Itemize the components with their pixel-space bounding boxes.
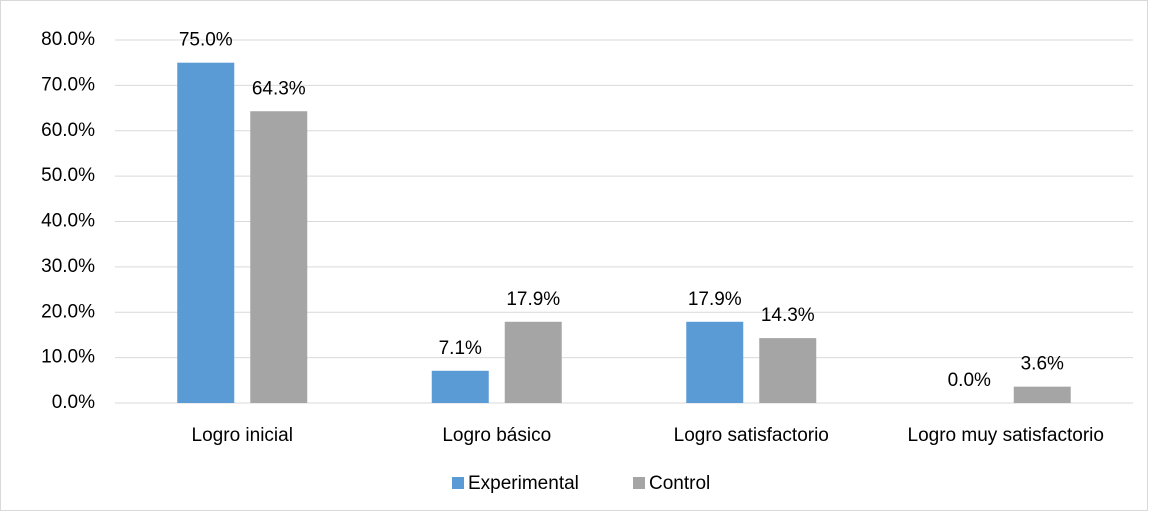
legend-swatch bbox=[452, 477, 464, 489]
y-tick-label: 60.0% bbox=[41, 120, 95, 141]
y-tick-label: 70.0% bbox=[41, 74, 95, 95]
data-label: 17.9% bbox=[506, 289, 560, 310]
x-tick-label: Logro satisfactorio bbox=[674, 425, 829, 446]
y-tick-label: 40.0% bbox=[41, 211, 95, 232]
data-label: 64.3% bbox=[252, 78, 306, 99]
y-tick-label: 20.0% bbox=[41, 301, 95, 322]
bar bbox=[759, 338, 817, 403]
data-label: 17.9% bbox=[688, 289, 742, 310]
y-tick-label: 30.0% bbox=[41, 256, 95, 277]
y-tick-label: 0.0% bbox=[52, 392, 95, 413]
bar bbox=[1013, 386, 1071, 403]
legend-label: Control bbox=[649, 473, 710, 494]
bar bbox=[177, 62, 235, 403]
legend-swatch bbox=[633, 477, 645, 489]
legend-label: Experimental bbox=[468, 473, 579, 494]
data-label: 14.3% bbox=[761, 305, 815, 326]
x-tick-label: Logro muy satisfactorio bbox=[908, 425, 1104, 446]
data-label: 7.1% bbox=[439, 338, 482, 359]
bar bbox=[686, 321, 744, 403]
data-label: 0.0% bbox=[948, 370, 991, 391]
y-tick-label: 10.0% bbox=[41, 347, 95, 368]
data-label: 75.0% bbox=[179, 30, 233, 51]
y-tick-label: 80.0% bbox=[41, 29, 95, 50]
x-tick-label: Logro inicial bbox=[192, 425, 293, 446]
bar bbox=[431, 370, 489, 403]
bar bbox=[250, 111, 308, 404]
data-label: 3.6% bbox=[1021, 354, 1064, 375]
x-tick-label: Logro básico bbox=[442, 425, 551, 446]
y-tick-label: 50.0% bbox=[41, 165, 95, 186]
bar bbox=[504, 321, 562, 403]
